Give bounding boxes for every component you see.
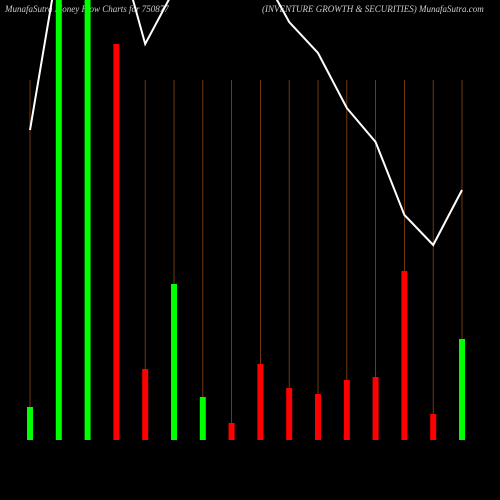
bar [55, 0, 62, 440]
bar [430, 414, 437, 440]
bar [171, 284, 177, 440]
bar [113, 44, 120, 440]
bar [372, 377, 379, 440]
bar [142, 369, 149, 440]
money-flow-line [29, 0, 463, 247]
chart-subtitle: (INVENTURE GROWTH & SECURITIES) MunafaSu… [262, 4, 484, 14]
bar [27, 407, 33, 440]
bar [459, 339, 465, 440]
bar [228, 423, 235, 440]
bar [199, 397, 206, 440]
bar [257, 364, 264, 440]
bar [286, 388, 293, 440]
bar [84, 0, 91, 440]
bar [401, 271, 408, 440]
bar [343, 380, 350, 440]
bar [315, 394, 321, 440]
